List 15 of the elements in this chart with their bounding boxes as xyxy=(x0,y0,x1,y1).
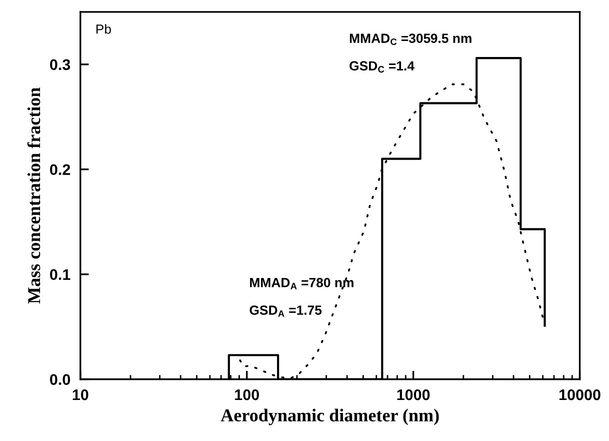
x-tick-label: 10 xyxy=(72,389,88,400)
x-tick-label: 1000 xyxy=(397,389,430,400)
annotation: MMAD$_{A}$ =780 nm xyxy=(250,278,354,290)
y-axis-title: Mass concentration fraction xyxy=(27,88,40,304)
annotation: Pb xyxy=(96,24,111,34)
y-tick-label: 0.1 xyxy=(50,269,70,280)
x-tick-label: 100 xyxy=(235,389,259,400)
x-axis-title: Aerodynamic diameter (nm) xyxy=(220,408,439,426)
y-tick-label: 0.2 xyxy=(50,164,70,176)
x-tick-label: 10000 xyxy=(559,389,600,400)
y-tick-label: 0.0 xyxy=(50,374,70,385)
annotation: GSD$_{C}$ =1.4 xyxy=(350,61,414,73)
y-tick-label: 0.3 xyxy=(50,59,70,70)
annotation: GSD$_{A}$ =1.75 xyxy=(250,305,322,317)
annotation: MMAD$_{C}$ =3059.5 nm xyxy=(350,34,472,46)
